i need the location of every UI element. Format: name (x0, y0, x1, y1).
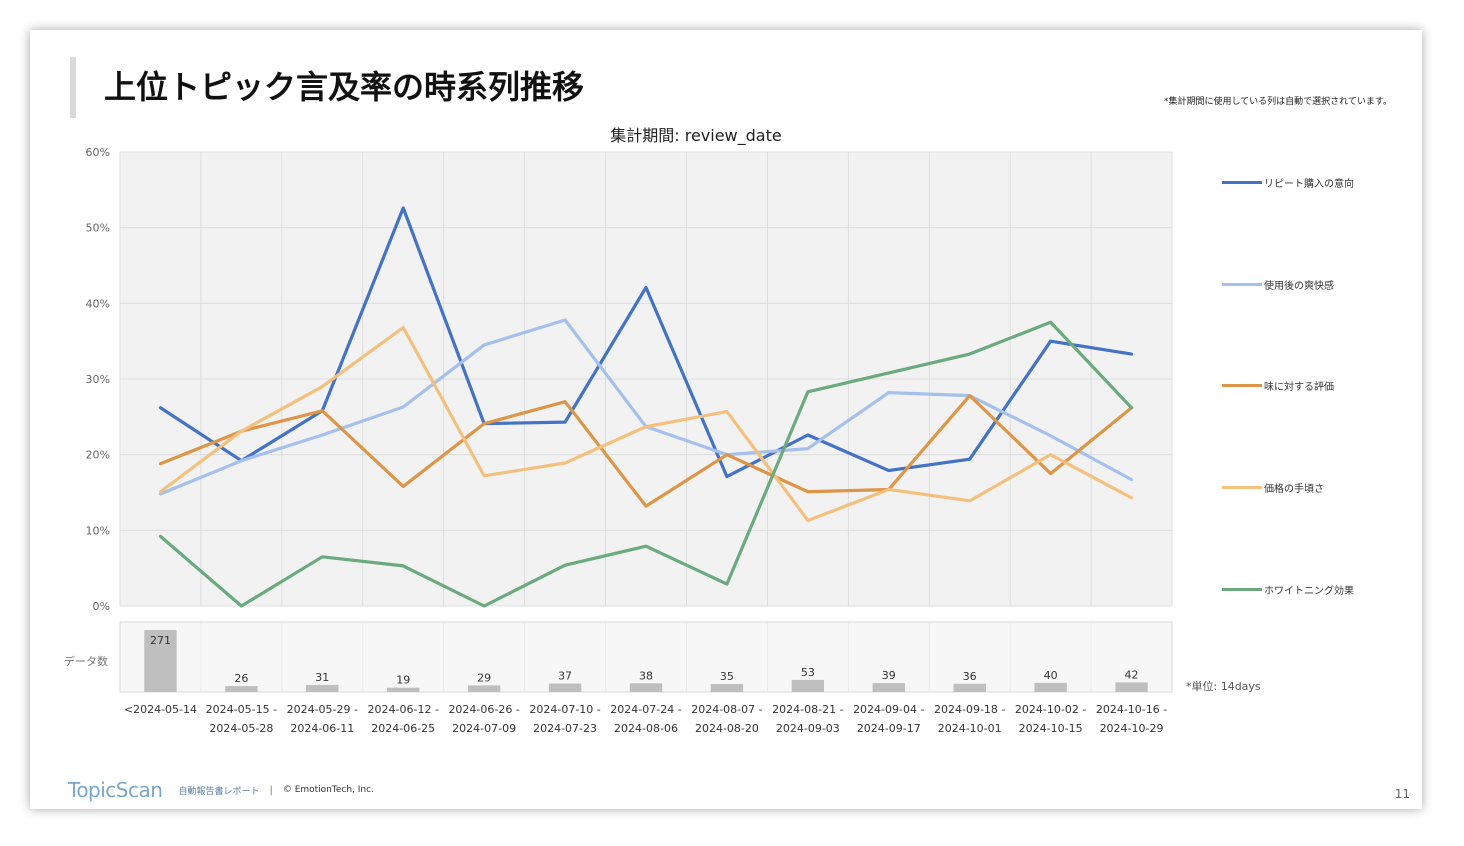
line-chart: 0% 10% 20% 30% 40% 50% 60% 271 26 31 19 29 37 38 35 53 3… (86, 146, 1173, 735)
legend-swatch (1222, 485, 1262, 489)
data-count-value: 42 (1125, 668, 1139, 681)
x-tick-label: 2024-10-01 (938, 722, 1002, 735)
y-tick-label: 0% (93, 600, 110, 613)
x-tick-label: 2024-06-25 (371, 722, 435, 735)
x-tick-label: 2024-06-12 - (368, 703, 439, 716)
unit-note: *単位: 14days (1186, 680, 1261, 693)
auto-selection-note: *集計期間に使用している列は自動で選択されています。 (1163, 97, 1392, 107)
data-count-value: 38 (639, 669, 653, 682)
x-tick-label: 2024-05-15 - (206, 703, 277, 716)
data-count-strip (119, 621, 1173, 693)
y-tick-label: 50% (86, 222, 110, 235)
data-count-bar (144, 630, 177, 692)
y-tick-label: 30% (86, 373, 110, 386)
x-tick-label: 2024-05-29 - (287, 703, 358, 716)
data-count-bar (629, 683, 663, 692)
y-tick-label: 60% (86, 146, 110, 159)
data-count-value: 31 (315, 671, 329, 684)
data-count-value: 35 (720, 670, 734, 683)
legend-item: 価格の手頃さ (1222, 480, 1324, 495)
data-count-bar (953, 683, 986, 692)
x-tick-label: <2024-05-14 (124, 703, 197, 716)
legend-swatch (1222, 180, 1262, 184)
data-count-bar (1115, 682, 1148, 692)
y-tick-label: 20% (86, 449, 110, 462)
data-count-label: データ数 (64, 655, 108, 668)
x-tick-label: 2024-10-29 (1100, 722, 1164, 735)
slide-title: 上位トピック言及率の時系列推移 (104, 68, 585, 106)
data-count-bar (791, 679, 825, 692)
chart-title: 集計期間: review_date (610, 126, 782, 145)
data-count-value: 40 (1044, 669, 1058, 682)
data-count-value: 19 (396, 674, 410, 687)
x-tick-label: 2024-09-03 (776, 722, 840, 735)
y-tick-label: 40% (86, 297, 110, 310)
footer-copyright: © EmotionTech, Inc. (282, 785, 374, 795)
legend-item: 味に対する評価 (1222, 378, 1334, 393)
footer: TopicScan 自動報告書レポート | © EmotionTech, Inc… (68, 778, 374, 802)
x-tick-label: 2024-08-21 - (772, 703, 843, 716)
data-count-bar (306, 684, 339, 692)
title-accent-bar (70, 57, 76, 118)
legend-label: リピート購入の意向 (1264, 178, 1354, 190)
data-count-value: 36 (963, 670, 977, 683)
series-line-3 (158, 394, 1134, 508)
data-count-bar (225, 686, 258, 692)
legend-label: 価格の手頃さ (1264, 483, 1324, 495)
data-count-value: 37 (558, 670, 572, 683)
x-tick-label: 2024-06-26 - (448, 703, 519, 716)
x-tick-label: 2024-08-20 (695, 722, 759, 735)
footer-subtitle: 自動報告書レポート (178, 786, 260, 797)
legend-label: 使用後の爽快感 (1264, 280, 1334, 292)
legend-swatch (1222, 587, 1262, 591)
legend-label: ホワイトニング効果 (1264, 585, 1354, 597)
data-count-bar (467, 685, 501, 692)
x-tick-label: 2024-07-24 - (610, 703, 681, 716)
y-tick-label: 10% (86, 524, 110, 537)
x-tick-label: 2024-07-09 (452, 722, 516, 735)
x-tick-label: 2024-08-06 (614, 722, 678, 735)
data-count-bar (872, 683, 905, 692)
x-tick-label: 2024-09-04 - (853, 703, 924, 716)
x-tick-label: 2024-10-16 - (1096, 703, 1167, 716)
x-tick-label: 2024-10-15 (1019, 722, 1083, 735)
legend-item: ホワイトニング効果 (1222, 582, 1354, 597)
data-count-bar (1034, 682, 1067, 692)
data-count-value: 53 (801, 666, 815, 679)
x-tick-label: 2024-07-23 (533, 722, 597, 735)
data-count-bar (710, 683, 744, 692)
legend-label: 味に対する評価 (1264, 381, 1334, 393)
data-count-bar (548, 683, 582, 692)
data-count-value: 29 (477, 671, 491, 684)
footer-separator: | (269, 784, 273, 796)
data-count-value: 39 (882, 669, 896, 682)
x-tick-label: 2024-09-17 (857, 722, 921, 735)
data-count-value: 271 (150, 634, 171, 647)
series-line-5 (158, 320, 1134, 608)
series-line-4 (158, 325, 1134, 523)
page-number: 11 (1394, 787, 1410, 801)
legend-swatch (1222, 282, 1262, 286)
x-tick-label: 2024-10-02 - (1015, 703, 1086, 716)
legend-item: 使用後の爽快感 (1222, 277, 1334, 292)
x-tick-label: 2024-06-11 (290, 722, 354, 735)
x-tick-label: 2024-05-28 (209, 722, 273, 735)
x-tick-label: 2024-07-10 - (529, 703, 600, 716)
data-count-value: 26 (234, 672, 248, 685)
x-tick-label: 2024-08-07 - (691, 703, 762, 716)
data-count-bar (387, 687, 420, 692)
topicscan-logo: TopicScan (68, 778, 163, 802)
slide: 上位トピック言及率の時系列推移 *集計期間に使用している列は自動で選択されていま… (30, 30, 1422, 809)
x-tick-label: 2024-09-18 - (934, 703, 1005, 716)
legend-swatch (1222, 383, 1262, 387)
legend-item: リピート購入の意向 (1222, 175, 1354, 190)
